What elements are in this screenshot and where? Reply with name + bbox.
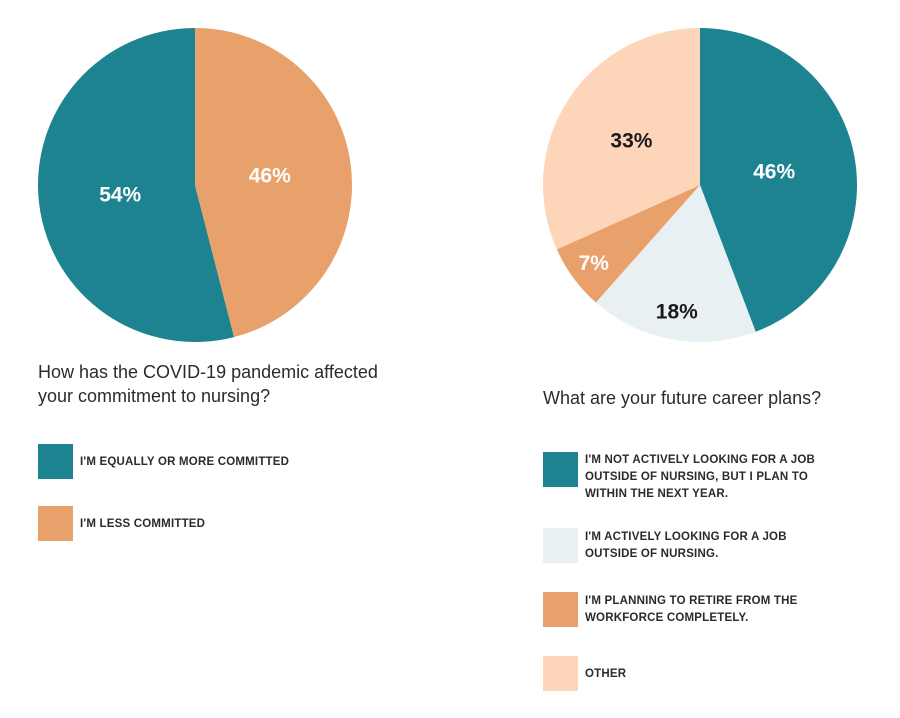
legend-swatch	[543, 528, 578, 563]
pie-slice	[543, 28, 700, 250]
legend-item: OTHER	[543, 656, 825, 691]
legend-label: OTHER	[585, 668, 627, 680]
slice-percent-label: 46%	[249, 165, 291, 188]
commitment-pie-chart: 54% 46%	[38, 28, 353, 343]
legend-item: I'M NOT ACTIVELY LOOKING FOR A JOB OUTSI…	[543, 452, 825, 503]
pie-slice	[556, 185, 700, 303]
pie-slice	[700, 28, 857, 332]
slice-percent-label: 18%	[656, 301, 698, 324]
legend-swatch	[543, 452, 578, 487]
slice-percent-label: 7%	[579, 252, 610, 275]
pie-slice	[195, 28, 353, 338]
legend-swatch	[38, 444, 73, 479]
career-plans-pie-chart: 46% 18% 7% 33%	[543, 28, 857, 342]
career-plans-legend: I'M NOT ACTIVELY LOOKING FOR A JOB OUTSI…	[543, 452, 883, 702]
commitment-question: How has the COVID-19 pandemic affected y…	[38, 362, 378, 406]
legend-swatch	[38, 506, 73, 541]
legend-label: I'M ACTIVELY LOOKING FOR A JOB OUTSIDE O…	[585, 531, 787, 560]
slice-percent-label: 46%	[753, 160, 795, 183]
legend-label: I'M PLANNING TO RETIRE FROM THE WORKFORC…	[585, 595, 798, 624]
legend-swatch	[543, 656, 578, 691]
pie-slice	[595, 185, 756, 342]
legend-item: I'M PLANNING TO RETIRE FROM THE WORKFORC…	[543, 592, 825, 627]
legend-item: I'M LESS COMMITTED	[38, 506, 360, 541]
legend-swatch	[543, 592, 578, 627]
slice-percent-label: 33%	[610, 130, 652, 153]
legend-item: I'M ACTIVELY LOOKING FOR A JOB OUTSIDE O…	[543, 528, 825, 563]
legend-label: I'M LESS COMMITTED	[80, 518, 206, 530]
pie-slice	[38, 28, 235, 343]
commitment-legend: I'M EQUALLY OR MORE COMMITTED I'M LESS CO…	[38, 444, 368, 564]
legend-item: I'M EQUALLY OR MORE COMMITTED	[38, 444, 360, 479]
legend-label: I'M NOT ACTIVELY LOOKING FOR A JOB OUTSI…	[585, 454, 815, 500]
slice-percent-label: 54%	[99, 183, 141, 206]
career-plans-question: What are your future career plans?	[543, 388, 822, 408]
legend-label: I'M EQUALLY OR MORE COMMITTED	[80, 456, 290, 468]
